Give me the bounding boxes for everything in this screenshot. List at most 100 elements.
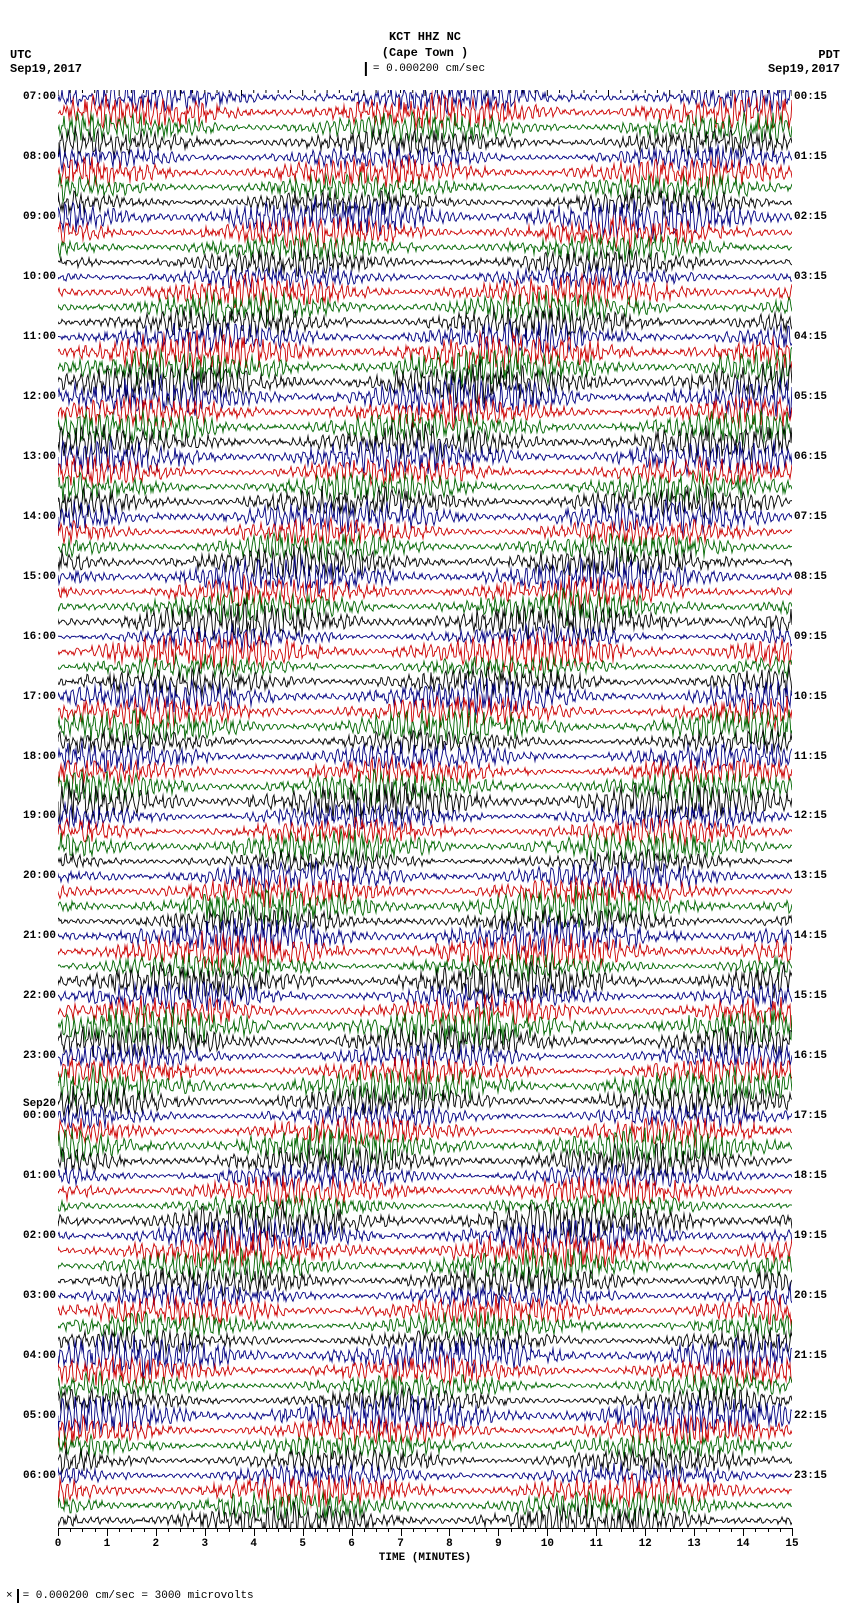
x-minor-tick <box>168 1528 169 1532</box>
x-tick-label: 12 <box>639 1538 652 1550</box>
x-tick <box>792 1528 793 1536</box>
x-minor-tick <box>242 1528 243 1532</box>
hour-label-right: 12:15 <box>794 810 827 822</box>
hour-label-left: 12:00 <box>23 391 56 403</box>
hour-label-right: 00:15 <box>794 91 827 103</box>
x-minor-tick <box>95 1528 96 1532</box>
hour-label-left: 19:00 <box>23 810 56 822</box>
x-minor-tick <box>621 1528 622 1532</box>
helicorder-canvas <box>58 90 792 1528</box>
x-minor-tick <box>523 1528 524 1532</box>
x-tick-label: 0 <box>55 1538 62 1550</box>
hour-label-left: 08:00 <box>23 151 56 163</box>
x-tick-label: 14 <box>736 1538 749 1550</box>
x-tick-label: 7 <box>397 1538 404 1550</box>
x-tick-label: 4 <box>250 1538 257 1550</box>
hour-label-left: 15:00 <box>23 571 56 583</box>
x-minor-tick <box>278 1528 279 1532</box>
date-break-label: Sep20 <box>23 1098 56 1110</box>
x-tick <box>58 1528 59 1536</box>
hour-label-left: 04:00 <box>23 1350 56 1362</box>
x-minor-tick <box>229 1528 230 1532</box>
x-minor-tick <box>682 1528 683 1532</box>
left-hour-labels: 07:0008:0009:0010:0011:0012:0013:0014:00… <box>6 90 56 1528</box>
x-minor-tick <box>327 1528 328 1532</box>
hour-label-right: 21:15 <box>794 1350 827 1362</box>
footer-prefix: × <box>6 1590 13 1602</box>
x-tick-label: 9 <box>495 1538 502 1550</box>
x-minor-tick <box>131 1528 132 1532</box>
x-tick <box>205 1528 206 1536</box>
x-tick <box>401 1528 402 1536</box>
footer-scale: × = 0.000200 cm/sec = 3000 microvolts <box>6 1589 254 1603</box>
x-minor-tick <box>315 1528 316 1532</box>
x-tick-label: 6 <box>348 1538 355 1550</box>
seismogram-page: KCT HHZ NC (Cape Town ) = 0.000200 cm/se… <box>0 0 850 1613</box>
x-minor-tick <box>474 1528 475 1532</box>
hour-label-right: 05:15 <box>794 391 827 403</box>
hour-label-right: 08:15 <box>794 571 827 583</box>
tz-right-date: Sep19,2017 <box>768 62 840 76</box>
x-tick-label: 15 <box>785 1538 798 1550</box>
hour-label-left: 01:00 <box>23 1170 56 1182</box>
x-minor-tick <box>462 1528 463 1532</box>
x-minor-tick <box>670 1528 671 1532</box>
tz-right: PDT Sep19,2017 <box>768 48 840 76</box>
x-minor-tick <box>180 1528 181 1532</box>
hour-label-right: 02:15 <box>794 211 827 223</box>
hour-label-right: 20:15 <box>794 1290 827 1302</box>
tz-right-name: PDT <box>768 48 840 62</box>
x-minor-tick <box>486 1528 487 1532</box>
x-tick-label: 2 <box>153 1538 160 1550</box>
hour-label-right: 04:15 <box>794 331 827 343</box>
x-tick-label: 5 <box>299 1538 306 1550</box>
hour-label-left: 22:00 <box>23 990 56 1002</box>
hour-label-left: 21:00 <box>23 930 56 942</box>
x-minor-tick <box>560 1528 561 1532</box>
hour-label-left: 05:00 <box>23 1410 56 1422</box>
hour-label-right: 19:15 <box>794 1230 827 1242</box>
x-minor-tick <box>144 1528 145 1532</box>
tz-left-name: UTC <box>10 48 82 62</box>
hour-label-right: 18:15 <box>794 1170 827 1182</box>
x-minor-tick <box>584 1528 585 1532</box>
hour-label-left: 10:00 <box>23 271 56 283</box>
x-minor-tick <box>266 1528 267 1532</box>
x-minor-tick <box>437 1528 438 1532</box>
x-tick <box>449 1528 450 1536</box>
x-minor-tick <box>339 1528 340 1532</box>
x-minor-tick <box>719 1528 720 1532</box>
hour-label-left: 03:00 <box>23 1290 56 1302</box>
x-tick-label: 8 <box>446 1538 453 1550</box>
hour-label-right: 07:15 <box>794 511 827 523</box>
hour-label-left: 13:00 <box>23 451 56 463</box>
x-tick <box>254 1528 255 1536</box>
hour-label-right: 14:15 <box>794 930 827 942</box>
hour-label-right: 06:15 <box>794 451 827 463</box>
x-tick <box>303 1528 304 1536</box>
hour-label-left: 06:00 <box>23 1470 56 1482</box>
x-minor-tick <box>70 1528 71 1532</box>
x-tick <box>352 1528 353 1536</box>
station-code: KCT HHZ NC <box>0 30 850 44</box>
hour-label-left: 14:00 <box>23 511 56 523</box>
x-tick-label: 3 <box>201 1538 208 1550</box>
tz-left: UTC Sep19,2017 <box>10 48 82 76</box>
x-minor-tick <box>425 1528 426 1532</box>
x-minor-tick <box>511 1528 512 1532</box>
scale-bar-icon <box>365 62 367 76</box>
helicorder-plot <box>58 90 792 1528</box>
hour-label-left: 11:00 <box>23 331 56 343</box>
x-minor-tick <box>731 1528 732 1532</box>
hour-label-right: 09:15 <box>794 631 827 643</box>
hour-label-right: 11:15 <box>794 751 827 763</box>
x-minor-tick <box>290 1528 291 1532</box>
hour-label-right: 15:15 <box>794 990 827 1002</box>
scale-indicator: = 0.000200 cm/sec <box>365 62 485 76</box>
hour-label-left: 02:00 <box>23 1230 56 1242</box>
x-tick <box>596 1528 597 1536</box>
header: KCT HHZ NC (Cape Town ) <box>0 30 850 60</box>
hour-label-left: 16:00 <box>23 631 56 643</box>
x-minor-tick <box>388 1528 389 1532</box>
hour-label-left: 07:00 <box>23 91 56 103</box>
